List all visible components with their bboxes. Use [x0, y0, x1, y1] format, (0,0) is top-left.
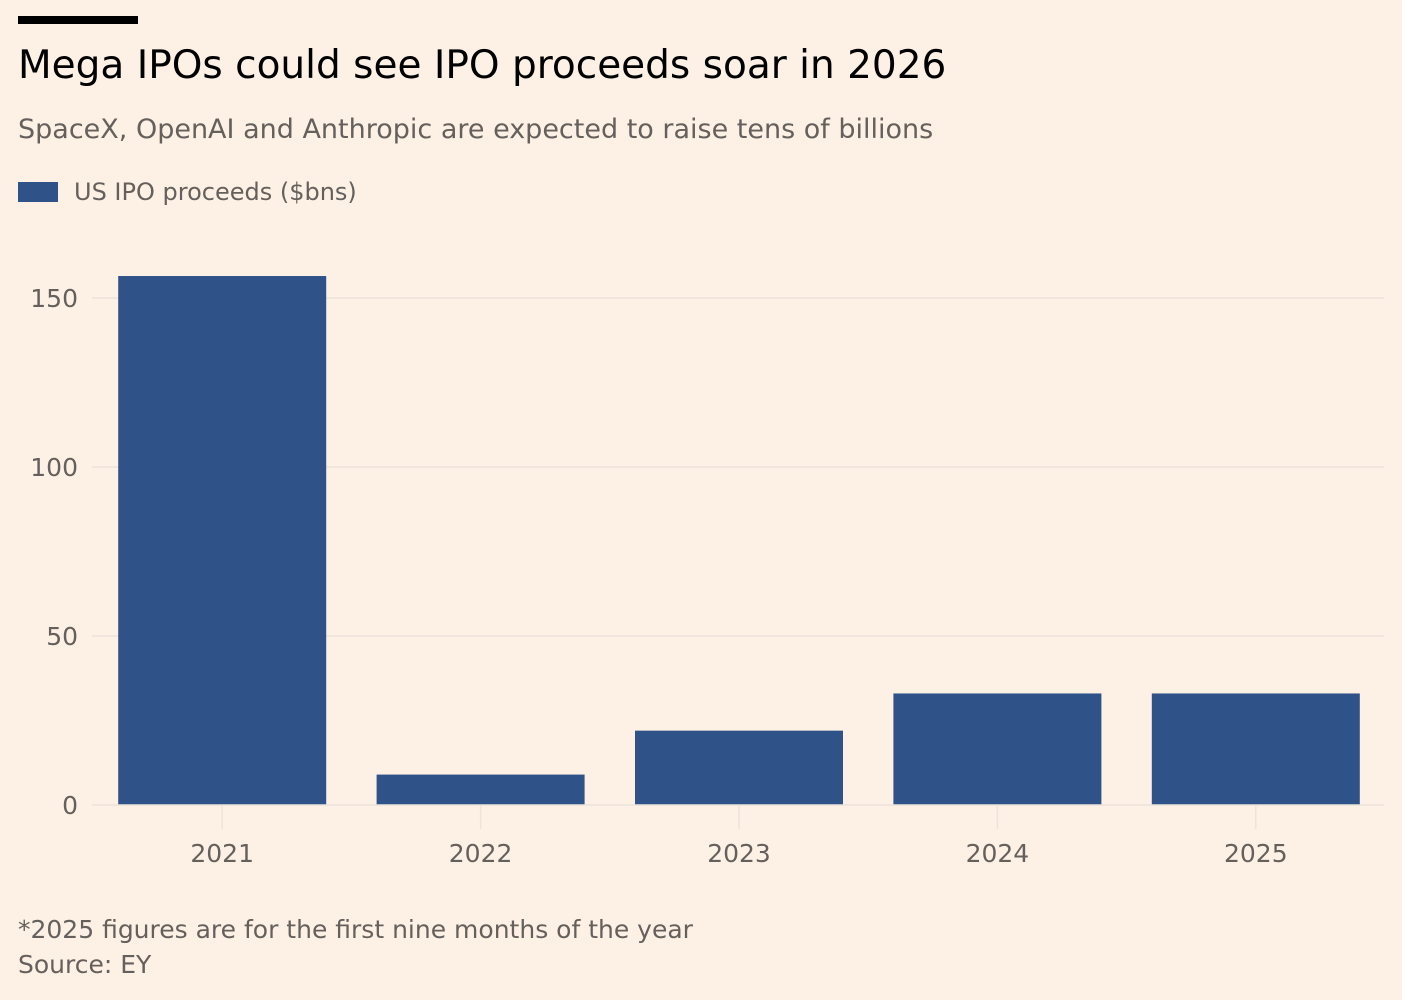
bar-2023 [635, 730, 843, 805]
legend: US IPO proceeds ($bns) [18, 176, 357, 208]
chart-title: Mega IPOs could see IPO proceeds soar in… [18, 43, 947, 88]
y-tick-label: 0 [62, 791, 78, 820]
bar-2024 [893, 693, 1102, 805]
x-tick-label: 2025 [1224, 839, 1288, 868]
x-axis-ticks: 2021 2022 2023 2024 2025 [190, 805, 1288, 868]
x-tick-label: 2023 [707, 839, 771, 868]
y-tick-label: 100 [30, 453, 78, 482]
legend-swatch [18, 182, 58, 202]
bar-2022 [376, 774, 585, 805]
y-tick-label: 150 [30, 284, 78, 313]
header-rule [18, 16, 138, 24]
x-tick-label: 2024 [966, 839, 1030, 868]
y-tick-label: 50 [46, 622, 78, 651]
bar-2025 [1151, 693, 1360, 805]
footnote: *2025 figures are for the first nine mon… [18, 915, 693, 944]
bar-2021 [118, 276, 327, 805]
source-note: Source: EY [18, 950, 152, 979]
legend-label: US IPO proceeds ($bns) [74, 178, 357, 206]
y-axis-ticks: 0 50 100 150 [30, 284, 78, 820]
chart-subtitle: SpaceX, OpenAI and Anthropic are expecte… [18, 114, 934, 145]
x-tick-label: 2022 [449, 839, 513, 868]
bar-chart: 0 50 100 150 2021 2022 2023 2024 2025 [30, 276, 1384, 868]
bars [118, 276, 1360, 805]
x-tick-label: 2021 [190, 839, 254, 868]
